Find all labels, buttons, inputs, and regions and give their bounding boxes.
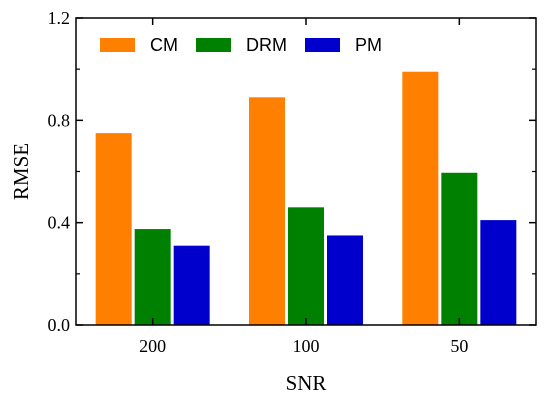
bar-pm-50 [480, 220, 517, 325]
bars-group [95, 71, 517, 325]
y-axis-title: RMSE [9, 143, 33, 200]
legend-label-pm: PM [355, 35, 382, 55]
bar-cm-200 [95, 133, 132, 325]
legend-label-cm: CM [150, 35, 178, 55]
x-tick-label: 50 [450, 336, 468, 356]
y-tick-label: 0.8 [48, 110, 71, 130]
legend: CM DRM PM [100, 35, 382, 55]
x-tick-label: 100 [293, 336, 320, 356]
legend-swatch-cm [100, 38, 135, 52]
bar-pm-200 [173, 245, 210, 325]
axis-ticks [76, 17, 536, 326]
bar-drm-200 [134, 229, 171, 325]
bar-pm-100 [327, 235, 363, 325]
legend-label-drm: DRM [246, 35, 287, 55]
x-tick-labels: 200 100 50 [139, 336, 468, 356]
bar-cm-100 [249, 97, 285, 325]
x-axis-title: SNR [286, 371, 327, 395]
y-tick-label: 1.2 [48, 8, 71, 28]
y-tick-labels: 0.0 0.4 0.8 1.2 [48, 8, 71, 335]
y-tick-label: 0.0 [48, 315, 71, 335]
bar-drm-50 [441, 172, 478, 325]
bar-drm-100 [288, 207, 324, 325]
legend-swatch-drm [196, 38, 231, 52]
legend-swatch-pm [305, 38, 340, 52]
x-tick-label: 200 [139, 336, 166, 356]
bar-cm-50 [402, 71, 439, 325]
y-tick-label: 0.4 [48, 213, 71, 233]
